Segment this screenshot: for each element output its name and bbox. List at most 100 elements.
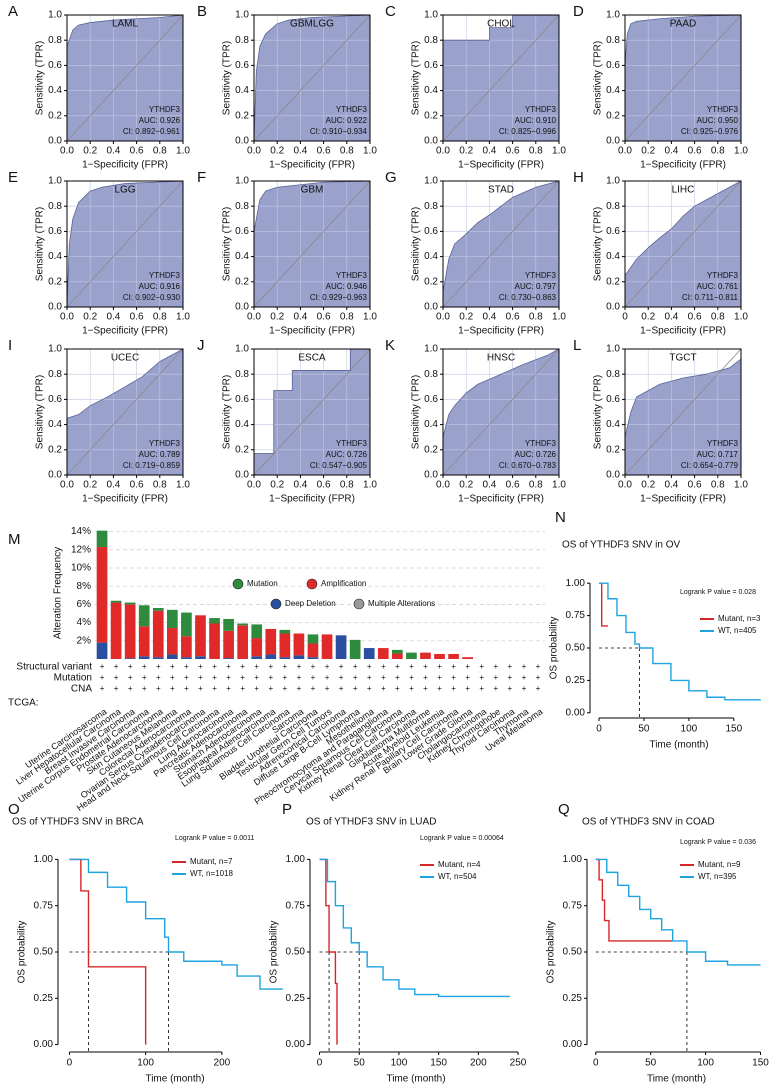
- legend-label: WT, n=1018: [190, 869, 233, 878]
- track-symbol: +: [325, 662, 330, 671]
- track-symbol: +: [465, 662, 470, 671]
- y-axis-label: Sensitivity (TPR): [35, 375, 46, 449]
- y-tick-label: 0.50: [286, 947, 306, 958]
- track-symbol: +: [423, 673, 428, 682]
- x-tick-label: 1.0: [734, 146, 748, 157]
- plot-frame: [442, 180, 560, 308]
- y-axis-label: Sensitivity (TPR): [411, 375, 422, 449]
- track-symbol: +: [100, 673, 105, 682]
- track-symbol: +: [156, 684, 161, 693]
- panel-label: A: [8, 3, 18, 20]
- y-tick-label: 1.0: [235, 176, 249, 187]
- roc-curve: [66, 348, 184, 475]
- bar-segment: [293, 633, 305, 656]
- x-tick-label: 0.0: [60, 312, 74, 323]
- bar-segment: [152, 657, 164, 659]
- y-tick-label: 0.0: [235, 136, 249, 147]
- annotation: YTHDF3: [525, 271, 557, 280]
- track-symbol: +: [367, 684, 372, 693]
- track-symbol: +: [212, 662, 217, 671]
- annotation: CI: 0.892−0.961: [123, 127, 181, 136]
- y-tick-label: 0.8: [424, 369, 438, 380]
- x-axis-label: 1−Specificity (FPR): [82, 326, 168, 337]
- x-tick-label: 0.2: [459, 480, 473, 491]
- bar-segment: [251, 656, 263, 659]
- y-axis-label: Sensitivity (TPR): [411, 41, 422, 115]
- bar-segment: [110, 600, 122, 603]
- y-tick-label: 0.6: [424, 226, 438, 237]
- bar-segment: [279, 633, 291, 658]
- annotation: AUC: 0.946: [326, 282, 368, 291]
- y-axis-label: Sensitivity (TPR): [593, 375, 604, 449]
- track-symbol: +: [128, 673, 133, 682]
- panel-title: GBM: [301, 185, 324, 196]
- x-tick-label: 0.0: [247, 312, 261, 323]
- track-symbol: +: [493, 673, 498, 682]
- y-tick-label: 1.0: [235, 10, 249, 21]
- y-tick-label: 1.0: [606, 10, 620, 21]
- annotation: AUC: 0.910: [515, 116, 557, 125]
- track-symbol: +: [536, 684, 541, 693]
- y-tick-label: 0.00: [563, 1039, 583, 1050]
- track-symbol: +: [367, 673, 372, 682]
- legend-label: Mutant, n=9: [698, 860, 741, 869]
- legend-label: Mutant, n=3: [718, 614, 761, 623]
- x-tick-label: 0.0: [247, 146, 261, 157]
- y-tick-label: 1.00: [286, 854, 306, 865]
- bar-segment: [181, 612, 192, 637]
- x-axis-label: 1−Specificity (FPR): [458, 494, 544, 505]
- y-tick-label: 0.8: [424, 35, 438, 46]
- y-axis-label: Sensitivity (TPR): [222, 41, 233, 115]
- track-symbol: +: [184, 662, 189, 671]
- y-tick-label: 0.4: [424, 85, 438, 96]
- track-symbol: +: [268, 684, 273, 693]
- diagonal: [66, 14, 184, 142]
- legend-label: Mutant, n=7: [190, 857, 233, 866]
- x-tick-label: 0: [317, 1058, 323, 1069]
- bar-segment: [434, 653, 445, 659]
- legend-swatch: [270, 598, 282, 610]
- annotation: CI: 0.654−0.779: [681, 461, 739, 470]
- y-tick-label: 0.6: [424, 394, 438, 405]
- y-tick-label: 1.0: [424, 176, 438, 187]
- bar-segment: [307, 634, 319, 644]
- plot-frame: [253, 14, 371, 142]
- track-symbol: +: [198, 684, 203, 693]
- annotation: YTHDF3: [525, 105, 557, 114]
- x-tick-label: 0.0: [618, 146, 632, 157]
- y-tick-label: 0.0: [424, 302, 438, 313]
- x-tick-label: 150: [725, 724, 742, 735]
- x-tick-label: 0.2: [270, 480, 284, 491]
- x-tick-label: 0.8: [153, 480, 167, 491]
- annotation: AUC: 0.797: [515, 282, 557, 291]
- track-symbol: +: [325, 684, 330, 693]
- y-axis-label: Sensitivity (TPR): [593, 207, 604, 281]
- bar-segment: [209, 623, 220, 659]
- track-symbol: +: [451, 662, 456, 671]
- y-tick-label: 0.6: [606, 226, 620, 237]
- x-tick-label: 0.0: [60, 146, 74, 157]
- y-axis-label: Sensitivity (TPR): [411, 207, 422, 281]
- bar-segment: [195, 656, 206, 659]
- annotation: YTHDF3: [149, 271, 181, 280]
- x-tick-label: 1.0: [552, 146, 566, 157]
- survival-curve: [319, 858, 338, 1045]
- annotation: Logrank P value = 0.00064: [420, 835, 504, 842]
- annotation: YTHDF3: [707, 105, 739, 114]
- row-label: TCGA:: [8, 698, 39, 709]
- y-tick-label: 0.4: [48, 85, 62, 96]
- diagonal: [442, 348, 560, 476]
- x-axis-label: 1−Specificity (FPR): [640, 160, 726, 171]
- track-symbol: +: [395, 673, 400, 682]
- x-tick-label: 0.4: [293, 480, 307, 491]
- x-tick-label: 1.0: [176, 312, 190, 323]
- roc-curve: [66, 14, 184, 141]
- x-tick-label: 200: [470, 1058, 487, 1069]
- track-symbol: +: [100, 684, 105, 693]
- plot-frame: [66, 14, 184, 142]
- panel-title: LAML: [112, 19, 139, 30]
- y-axis-label: OS probability: [549, 617, 560, 680]
- bar-segment: [124, 604, 136, 659]
- x-axis-label: 1−Specificity (FPR): [458, 326, 544, 337]
- bar-segment: [321, 634, 333, 659]
